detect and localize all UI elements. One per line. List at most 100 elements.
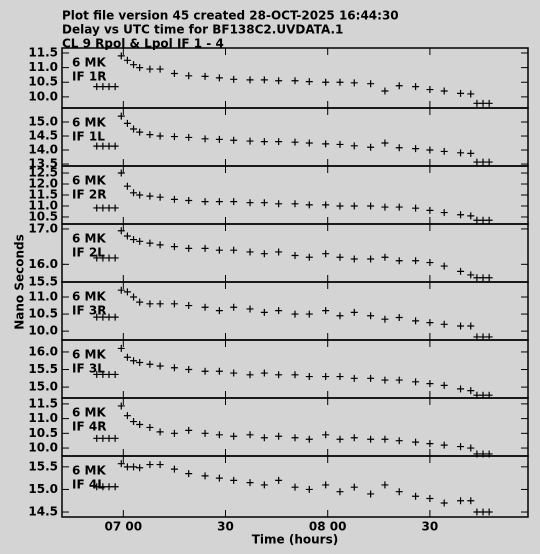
y-tick-label: 15.0 [28,482,58,496]
data-point [111,370,119,378]
data-point [275,432,283,440]
header-line: Delay vs UTC time for BF138C2.UVDATA.1 [62,23,343,37]
data-point [117,227,125,235]
data-point [111,142,119,150]
data-point [350,142,358,150]
data-point [136,237,144,245]
data-point [305,253,313,261]
y-tick-label: 11.5 [28,188,58,202]
data-point [170,195,178,203]
data-point [395,82,403,90]
data-point [426,494,434,502]
data-point [485,274,493,282]
data-point [111,83,119,91]
data-point [395,376,403,384]
data-point [412,317,420,325]
data-point [136,464,144,472]
data-point [291,434,299,442]
data-point [201,244,209,252]
panel-source: 6 MK [72,464,106,478]
data-point [440,87,448,95]
data-point [485,99,493,107]
data-point [111,483,119,491]
data-point [146,423,154,431]
data-point [123,56,131,64]
data-point [412,257,420,265]
data-point [215,74,223,82]
data-point [440,320,448,328]
data-point [350,255,358,263]
data-point [457,89,465,97]
panel-title: IF 3L [72,362,105,376]
data-point [260,250,268,258]
data-point [130,357,138,365]
data-point [123,232,131,240]
data-point [117,460,125,468]
data-point [123,353,131,361]
data-point [457,385,465,393]
data-point [275,77,283,85]
data-point [146,300,154,308]
data-point [457,497,465,505]
data-point [146,360,154,368]
data-point [275,248,283,256]
data-point [412,83,420,91]
data-point [230,476,238,484]
data-point [170,364,178,372]
data-point [93,254,101,262]
data-point [111,313,119,321]
data-point [156,428,164,436]
y-tick-label: 15.5 [28,275,58,289]
data-point [336,435,344,443]
data-point [246,137,254,145]
data-point [426,319,434,327]
data-point [201,472,209,480]
data-point [381,87,389,95]
data-point [426,259,434,267]
data-point [367,202,375,210]
data-point [473,216,481,224]
data-point [479,216,487,224]
data-point [130,189,138,197]
panel-frame [61,397,529,457]
data-point [93,370,101,378]
data-point [485,158,493,166]
data-point [305,78,313,86]
data-point [185,133,193,141]
data-point [467,387,475,395]
data-point [367,80,375,88]
data-point [395,488,403,496]
panel-source: 6 MK [72,232,106,246]
data-point [93,204,101,212]
data-point [215,367,223,375]
data-point [260,199,268,207]
data-point [485,508,493,516]
data-point [381,481,389,489]
data-point [170,465,178,473]
data-point [230,432,238,440]
panel-source: 6 MK [72,116,106,130]
data-point [412,492,420,500]
x-tick-label: 08 00 [309,520,347,534]
data-point [146,239,154,247]
data-point [146,131,154,139]
data-point [305,373,313,381]
data-point [130,418,138,426]
data-point [246,305,254,313]
data-point [146,192,154,200]
data-point [412,378,420,386]
data-point [230,303,238,311]
data-point [201,429,209,437]
data-point [457,149,465,157]
data-point [381,315,389,323]
data-point [467,212,475,220]
data-point [479,508,487,516]
data-point [246,431,254,439]
data-point [350,202,358,210]
y-tick-label: 10.0 [28,89,58,103]
data-point [336,312,344,320]
data-point [322,373,330,381]
data-point [367,435,375,443]
y-axis-label: Nano Seconds [13,234,27,330]
data-point [395,203,403,211]
